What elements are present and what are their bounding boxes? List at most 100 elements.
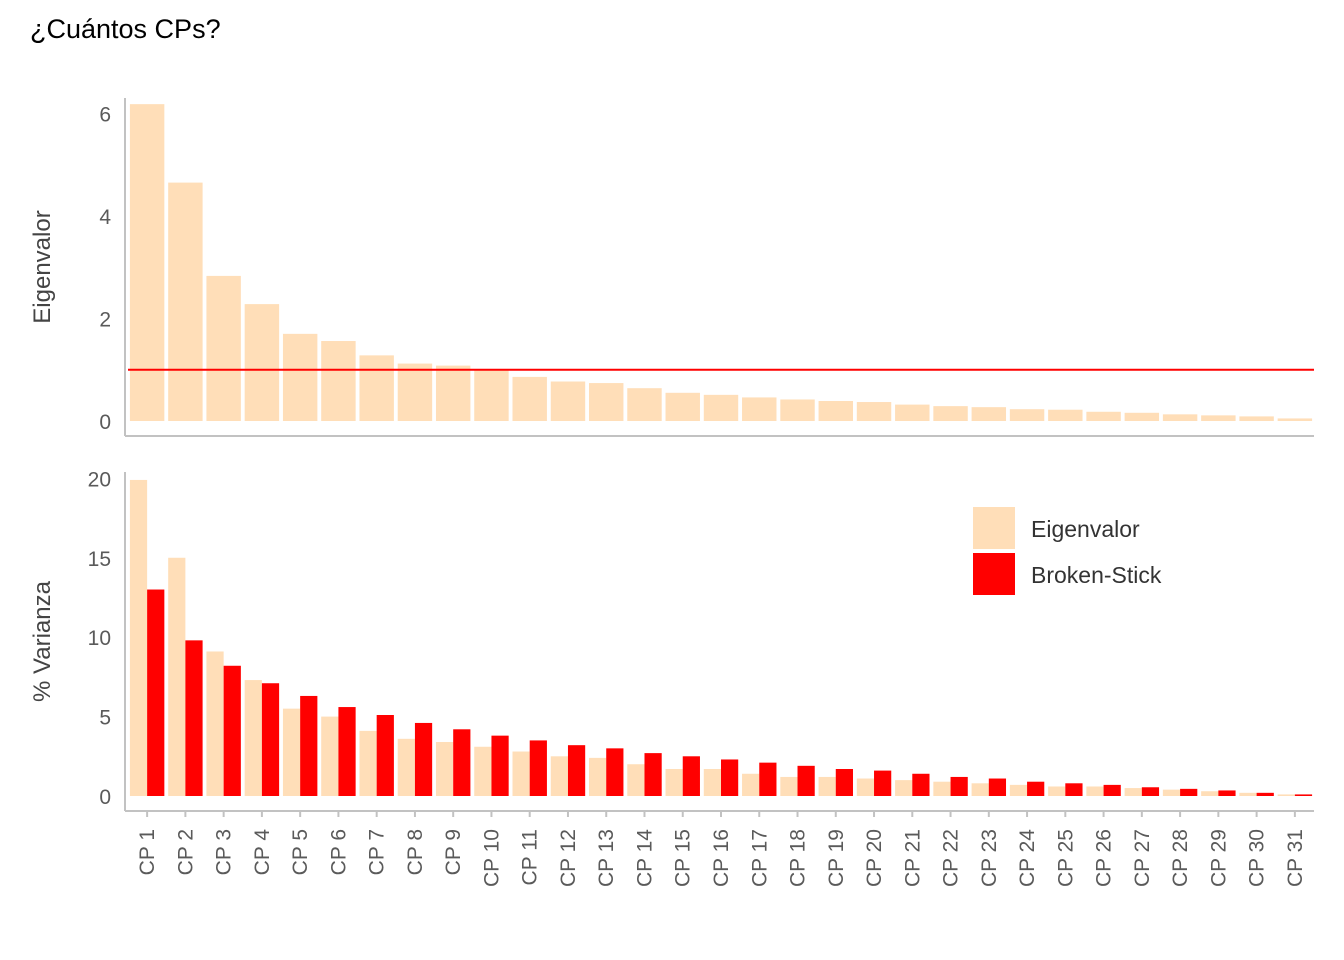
x-tick-label-cp-2: CP 2 [174,829,197,875]
y-tick-label: 4 [99,206,111,229]
bar-broken-stick-cp-22 [950,776,968,796]
bar-broken-stick-cp-21 [912,773,930,796]
bar-eigenvalor-cp-10 [474,746,492,796]
y-tick-label: 20 [88,468,111,491]
bar-broken-stick-cp-3 [223,665,241,796]
bar-eigenvalor-cp-15 [665,769,683,796]
top-y-ticks: 0 2 4 6 [99,103,111,434]
bar-eigenvalor-cp-23 [971,783,989,796]
bar-broken-stick-cp-17 [759,762,777,796]
bar-broken-stick-cp-11 [529,740,547,796]
bar-eigenvalor-cp-1 [129,104,165,422]
bar-eigenvalor-cp-18 [780,776,798,796]
bar-eigenvalor-cp-9 [435,742,454,796]
bar-eigenvalor-cp-26 [1086,786,1104,796]
x-tick-label-cp-8: CP 8 [404,829,427,875]
bar-eigenvalor-cp-8 [397,363,433,421]
bar-eigenvalor-cp-28 [1162,789,1181,796]
bar-eigenvalor-cp-28 [1162,414,1198,421]
bar-eigenvalor-cp-25 [1048,409,1083,421]
x-tick-label-cp-5: CP 5 [289,829,312,875]
x-tick-label-cp-22: CP 22 [940,829,963,887]
bar-broken-stick-cp-15 [682,756,700,796]
x-tick-label-cp-18: CP 18 [787,829,810,887]
x-tick-label-cp-23: CP 23 [978,829,1001,887]
y-tick-label: 0 [99,411,111,434]
y-tick-label: 0 [99,786,111,809]
bar-broken-stick-cp-24 [1027,781,1045,796]
bar-eigenvalor-cp-7 [359,730,377,796]
legend-label-broken-stick: Broken-Stick [1031,562,1162,588]
bar-eigenvalor-cp-9 [435,365,471,421]
bar-eigenvalor-cp-4 [244,304,280,421]
bottom-bars [129,479,1313,796]
x-tick-label-cp-7: CP 7 [366,829,389,875]
x-tick-label-cp-13: CP 13 [595,829,618,887]
legend-swatch-eigenvalor [973,507,1015,549]
bar-eigenvalor-cp-4 [244,680,262,796]
bar-eigenvalor-cp-3 [206,651,224,796]
x-tick-label-cp-1: CP 1 [136,829,159,875]
bar-eigenvalor-cp-5 [282,708,301,796]
bar-broken-stick-cp-29 [1218,790,1236,796]
bar-eigenvalor-cp-21 [895,404,930,421]
bar-eigenvalor-cp-6 [321,341,356,421]
bar-eigenvalor-cp-17 [742,397,777,421]
bar-eigenvalor-cp-27 [1124,788,1142,796]
x-tick-label-cp-19: CP 19 [825,829,848,887]
bar-broken-stick-cp-12 [567,745,586,796]
x-tick-label-cp-12: CP 12 [557,829,580,887]
bar-broken-stick-cp-2 [185,640,203,796]
x-tick-label-cp-20: CP 20 [863,829,886,887]
top-panel: 0 2 4 6 Eigenvalor [29,98,1314,437]
x-tick-label-cp-26: CP 26 [1093,829,1116,887]
x-tick-label-cp-11: CP 11 [519,829,542,885]
bar-broken-stick-cp-26 [1103,784,1121,796]
bar-eigenvalor-cp-31 [1277,794,1295,796]
x-tick-label-cp-28: CP 28 [1169,829,1192,887]
bar-eigenvalor-cp-19 [818,776,836,796]
bar-broken-stick-cp-7 [376,715,394,796]
bar-eigenvalor-cp-20 [856,402,892,421]
bar-eigenvalor-cp-2 [168,557,186,796]
bar-eigenvalor-cp-5 [282,333,318,421]
bar-eigenvalor-cp-8 [397,738,415,796]
y-tick-label: 15 [88,548,111,571]
x-tick-label-cp-16: CP 16 [710,829,733,887]
bar-eigenvalor-cp-24 [1009,409,1045,421]
bar-eigenvalor-cp-14 [627,764,645,796]
bar-eigenvalor-cp-2 [168,182,203,421]
x-tick-label-cp-30: CP 30 [1246,829,1269,887]
bar-eigenvalor-cp-16 [703,394,739,421]
bar-eigenvalor-cp-30 [1239,416,1274,421]
x-tick-label-cp-14: CP 14 [633,829,656,887]
bar-broken-stick-cp-18 [797,765,815,796]
bar-broken-stick-cp-28 [1180,788,1198,796]
x-tick-label-cp-17: CP 17 [748,829,771,887]
x-tick-label-cp-25: CP 25 [1054,829,1077,887]
bar-eigenvalor-cp-26 [1086,411,1121,421]
bar-eigenvalor-cp-13 [589,757,607,796]
x-tick-label-cp-21: CP 21 [901,829,924,887]
bottom-x-ticks: CP 1 CP 2 CP 3 CP 4 CP 5 CP 6 CP 7 CP 8 CP 9 CP 1… [136,811,1307,887]
x-tick-label-cp-6: CP 6 [327,829,350,875]
bar-eigenvalor-cp-30 [1239,792,1257,796]
bar-eigenvalor-cp-14 [627,388,662,421]
bar-eigenvalor-cp-20 [856,778,875,796]
bar-broken-stick-cp-27 [1141,787,1160,796]
bar-eigenvalor-cp-15 [665,392,700,421]
bar-eigenvalor-cp-3 [206,275,241,421]
bar-eigenvalor-cp-13 [589,383,624,421]
bar-broken-stick-cp-25 [1065,783,1083,796]
bar-broken-stick-cp-10 [491,735,509,796]
top-y-axis-label: Eigenvalor [29,210,56,323]
chart-title: ¿Cuántos CPs? [30,14,221,44]
bar-eigenvalor-cp-12 [550,381,586,421]
bar-eigenvalor-cp-29 [1201,791,1219,796]
x-tick-label-cp-10: CP 10 [480,829,503,887]
bar-broken-stick-cp-30 [1256,792,1274,796]
bar-eigenvalor-cp-21 [895,780,913,796]
bar-eigenvalor-cp-27 [1124,412,1160,421]
